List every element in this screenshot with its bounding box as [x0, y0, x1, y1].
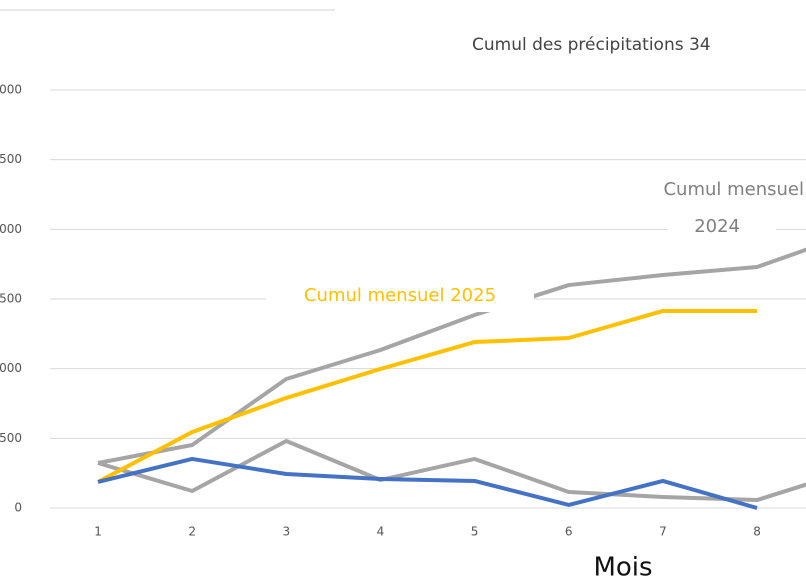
annotation-background [266, 282, 534, 312]
chart-title: Cumul des précipitations 34 [472, 35, 711, 55]
annotation-background [668, 212, 776, 242]
x-tick-label: 4 [377, 525, 385, 539]
x-axis-title: Mois [593, 553, 652, 582]
y-tick-label: 0 [14, 501, 22, 515]
x-tick-label: 3 [282, 525, 290, 539]
x-tick-label: 2 [188, 525, 196, 539]
y-tick-label: 000 [0, 361, 22, 375]
y-tick-label: 000 [0, 222, 22, 236]
y-tick-label: 500 [0, 152, 22, 166]
y-tick-label: 500 [0, 431, 22, 445]
series-line [97, 247, 806, 465]
x-tick-label: 1 [94, 525, 102, 539]
y-tick-label: 500 [0, 292, 22, 306]
annotation: 2024 [694, 216, 740, 237]
plot-area [97, 247, 806, 510]
x-tick-label: 6 [565, 525, 573, 539]
series-line [97, 308, 758, 484]
x-tick-label: 7 [659, 525, 667, 539]
x-tick-label: 5 [471, 525, 479, 539]
annotation: Cumul mensuel [663, 179, 804, 200]
y-tick-label: 000 [0, 83, 22, 97]
series-line [97, 456, 758, 510]
x-tick-label: 8 [753, 525, 761, 539]
annotation: Cumul mensuel 2025 [304, 285, 496, 306]
